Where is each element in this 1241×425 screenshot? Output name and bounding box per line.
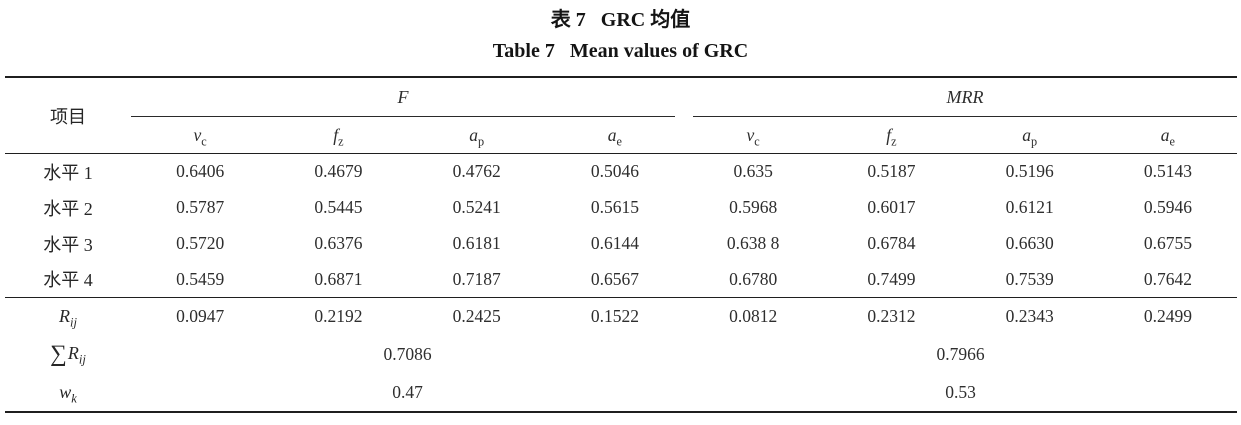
table-caption-en-text: Mean values of GRC: [569, 40, 749, 62]
cell: 0.7187: [452, 268, 501, 289]
cell: 0.6755: [1143, 233, 1192, 253]
cell: 0.5459: [176, 268, 225, 289]
cell: 0.5445: [314, 197, 363, 217]
table-row-level-3: 水平 3 0.5720 0.6376 0.6181 0.6144 0.638 8…: [5, 226, 1237, 262]
cell: 0.5187: [867, 161, 916, 182]
cell: 0.2343: [960, 297, 1099, 335]
cell: 0.6144: [590, 233, 639, 253]
column-header-fz-f: fz: [269, 117, 408, 154]
cell: 0.4679: [314, 161, 363, 182]
cell: 0.2425: [407, 297, 546, 335]
table-row-level-2: 水平 2 0.5787 0.5445 0.5241 0.5615 0.5968 …: [5, 190, 1237, 226]
cell: 0.5946: [1143, 197, 1192, 217]
cell: 0.5615: [590, 197, 639, 217]
cell: 0.6181: [452, 233, 501, 253]
row-label: 水平 3: [43, 234, 93, 255]
cell-weight-f: 0.47: [392, 382, 423, 402]
cell: 0.2499: [1098, 297, 1238, 335]
column-header-ap-mrr: ap: [960, 117, 1099, 154]
cell: 0.5968: [729, 197, 778, 217]
cell: 0.7499: [867, 268, 916, 289]
cell: 0.5787: [176, 197, 225, 217]
cell: 0.638 8: [726, 233, 780, 253]
table-caption-en: Table 7 Mean values of GRC: [0, 38, 1241, 64]
row-label: 水平 4: [43, 270, 93, 291]
group-label-mrr: MRR: [693, 78, 1238, 117]
cell: 0.7539: [1005, 268, 1054, 289]
cell-sum-mrr: 0.7966: [936, 344, 985, 364]
row-label: 水平 2: [43, 198, 93, 219]
row-label-rij: Rij: [5, 297, 131, 335]
row-label-weight: wk: [59, 382, 77, 406]
column-group-header-mrr: MRR: [684, 77, 1238, 117]
column-header-ap-f: ap: [407, 117, 546, 154]
cell: 0.6017: [867, 197, 916, 217]
group-label-f: F: [131, 78, 675, 117]
cell: 0.4762: [452, 161, 501, 182]
cell-sum-f: 0.7086: [383, 344, 432, 364]
cell: 0.6784: [867, 233, 916, 253]
column-header-fz-mrr: fz: [822, 117, 961, 154]
cell: 0.5046: [590, 161, 639, 182]
column-header-item: 项目: [5, 77, 131, 154]
sum-icon: ∑: [50, 341, 67, 367]
cell-weight-mrr: 0.53: [945, 382, 976, 402]
column-header-vc-mrr: vc: [684, 117, 823, 154]
column-header-vc-f: vc: [131, 117, 270, 154]
row-label-sum-rij: ∑Rij: [50, 341, 86, 367]
cell: 0.0812: [684, 297, 823, 335]
cell: 0.6121: [1005, 197, 1054, 217]
cell: 0.5720: [176, 233, 225, 253]
table-row-rij: Rij 0.0947 0.2192 0.2425 0.1522 0.0812 0…: [5, 297, 1238, 335]
table-caption-zh-label: 表 7: [550, 9, 586, 31]
table-row-level-4: 水平 4 0.5459 0.6871 0.7187 0.6567 0.6780 …: [5, 262, 1237, 298]
header-group-row: 项目 F MRR: [5, 77, 1238, 154]
cell: 0.6567: [590, 268, 639, 289]
cell: 0.6871: [314, 268, 363, 289]
cell: 0.5241: [452, 197, 501, 217]
table-caption-zh-text: GRC 均值: [600, 9, 691, 31]
row-label: 水平 1: [43, 162, 93, 183]
cell: 0.6406: [176, 161, 225, 182]
cell: 0.2192: [269, 297, 408, 335]
column-header-ae-mrr: ae: [1098, 117, 1238, 154]
cell: 0.0947: [131, 297, 270, 335]
table-row-level-1: 水平 1 0.6406 0.4679 0.4762 0.5046 0.635 0…: [5, 154, 1237, 190]
column-group-header-f: F: [131, 77, 684, 117]
column-header-ae-f: ae: [545, 117, 684, 154]
cell: 0.2312: [822, 297, 961, 335]
table-caption-zh: 表 7 GRC 均值: [0, 0, 1241, 33]
cell: 0.5196: [1005, 161, 1054, 182]
cell: 0.6630: [1005, 233, 1054, 253]
table-row-sum-rij: ∑Rij 0.7086 0.7966: [5, 335, 1237, 374]
cell: 0.6780: [729, 268, 778, 289]
cell: 0.5143: [1143, 161, 1192, 182]
table-caption-en-label: Table 7: [492, 40, 555, 62]
cell: 0.7642: [1143, 268, 1192, 289]
table-row-weight: wk 0.47 0.53: [5, 374, 1237, 412]
cell: 0.1522: [545, 297, 684, 335]
header-sub-row: vc fz ap ae vc fz ap ae: [5, 117, 1238, 154]
cell: 0.6376: [314, 233, 363, 253]
cell: 0.635: [733, 161, 773, 182]
grc-mean-table: 项目 F MRR vc fz ap ae vc fz ap ae 水: [5, 76, 1238, 413]
